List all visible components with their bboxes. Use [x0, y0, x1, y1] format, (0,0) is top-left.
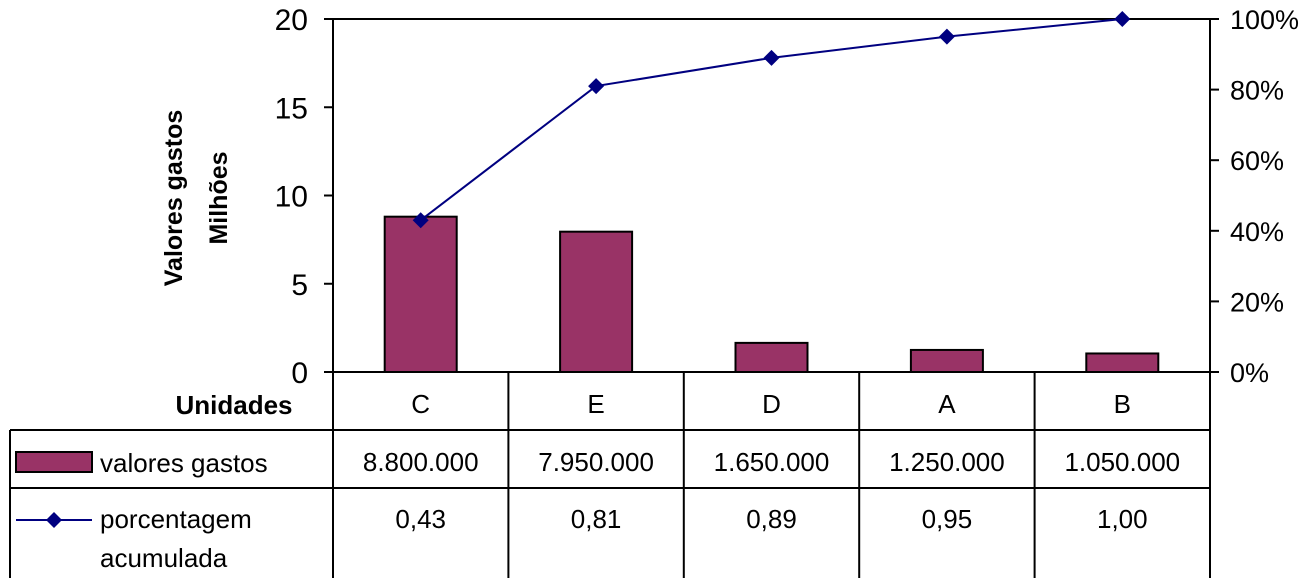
- y-tick-label: 10: [275, 181, 308, 214]
- legend-key-marker: [46, 512, 62, 528]
- y-axis-label-line-1: Valores gastos: [160, 110, 188, 286]
- bar-data-label: 1.650.000: [714, 447, 830, 477]
- y2-tick-label: 80%: [1230, 76, 1284, 106]
- bar-data-label: 8.800.000: [363, 447, 479, 477]
- legend-label-bars: valores gastos: [100, 448, 268, 478]
- bar-E: [559, 230, 634, 373]
- bar-C: [383, 215, 458, 373]
- x-tick-label: A: [938, 389, 956, 419]
- y2-tick-label: 40%: [1230, 217, 1284, 247]
- line-data-label: 0,89: [746, 504, 797, 534]
- bar-data-label: 7.950.000: [538, 447, 654, 477]
- y-tick-label: 5: [291, 269, 308, 302]
- y2-tick-label: 20%: [1230, 287, 1284, 317]
- legend-label-line-1: porcentagem: [100, 504, 252, 534]
- legend-label-line-2: acumulada: [100, 543, 228, 573]
- x-tick-label: B: [1114, 389, 1131, 419]
- bar-data-label: 1.050.000: [1064, 447, 1180, 477]
- y2-tick-label: 0%: [1230, 358, 1269, 388]
- line-data-label: 0,81: [571, 504, 622, 534]
- line-point-D: [763, 49, 780, 66]
- y-tick-label: 0: [291, 357, 308, 390]
- bar-D: [734, 341, 809, 374]
- bar-B: [1085, 352, 1160, 373]
- line-point-C: [412, 212, 429, 229]
- x-tick-label: E: [587, 389, 604, 419]
- line-data-label: 0,95: [922, 504, 973, 534]
- y2-tick-label: 100%: [1230, 5, 1299, 35]
- line-point-A: [938, 28, 955, 45]
- legend-key-bars: [15, 451, 93, 473]
- cumulative-line: [420, 18, 1123, 222]
- y-tick-label: 20: [275, 4, 308, 37]
- data-table: Unidades C 8.800.000 0,43 E 7.950.000 0,81 D 1.6…: [9, 371, 1211, 578]
- bar-data-label: 1.250.000: [889, 447, 1005, 477]
- line-data-label: 0,43: [395, 504, 446, 534]
- y-tick-label: 15: [275, 92, 308, 125]
- category-header: Unidades: [175, 390, 292, 420]
- y-axis-label-line-2: Milhões: [205, 151, 233, 244]
- bar-A: [909, 348, 984, 373]
- plot-area: 0 5 10 15 20 0% 20% 40% 60% 80% 100%: [275, 4, 1299, 390]
- line-point-E: [588, 78, 605, 95]
- x-tick-label: C: [411, 389, 430, 419]
- y2-tick-label: 60%: [1230, 146, 1284, 176]
- line-point-B: [1114, 11, 1131, 27]
- line-data-label: 1,00: [1097, 504, 1148, 534]
- x-tick-label: D: [762, 389, 781, 419]
